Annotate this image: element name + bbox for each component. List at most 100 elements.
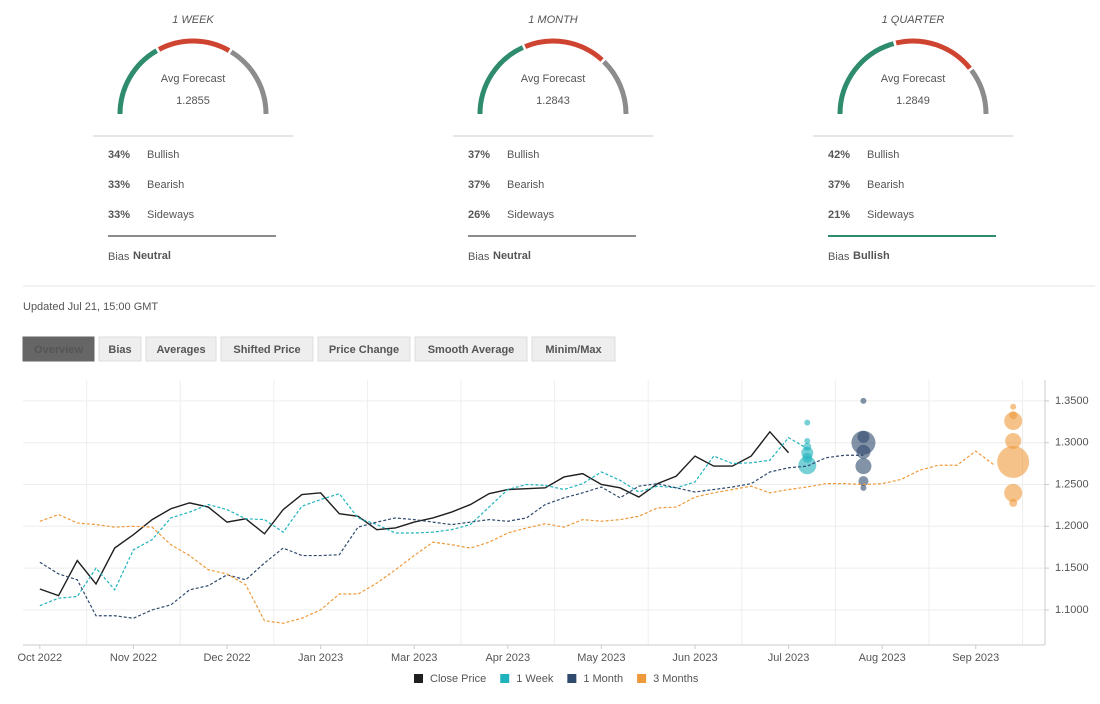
x-tick-label: Nov 2022: [110, 652, 157, 664]
bias-caption: Bias: [468, 251, 490, 263]
row-label: Sideways: [507, 209, 555, 221]
x-tick-label: Oct 2022: [18, 652, 63, 664]
period: 1 QUARTER: [882, 14, 945, 26]
tab[interactable]: Averages: [145, 336, 217, 362]
gauge-segment: [229, 49, 269, 115]
pct: 21%: [828, 209, 850, 221]
period: 1 WEEK: [172, 14, 214, 26]
caption: Avg Forecast: [161, 73, 226, 85]
legend-swatch: [567, 674, 577, 683]
avg-value: 1.2843: [536, 95, 570, 107]
row-label: Bearish: [867, 179, 904, 191]
bias: Neutral: [493, 250, 531, 262]
row-label: Bullish: [867, 149, 899, 161]
caption: Avg Forecast: [881, 73, 946, 85]
x-tick-label: Aug 2023: [859, 652, 906, 664]
gauge-segment: [602, 59, 629, 115]
legend-label: 1 Week: [516, 673, 554, 685]
gauge-segment: [969, 68, 989, 115]
gauge-segment: [157, 38, 231, 53]
pct: 34%: [108, 149, 130, 161]
x-tick-label: Jul 2023: [768, 652, 810, 664]
y-tick-label: 1.1000: [1055, 604, 1089, 616]
tab-bg[interactable]: [145, 336, 217, 362]
gauge-segment: [837, 41, 895, 115]
avg-value: 1.2849: [896, 95, 930, 107]
tab-label[interactable]: Smooth Average: [428, 344, 515, 356]
x-tick-label: Apr 2023: [485, 652, 530, 664]
tab-label[interactable]: Averages: [156, 344, 205, 356]
bias-caption: Bias: [828, 251, 850, 263]
series-line: [39, 436, 808, 607]
tab[interactable]: Bias: [98, 336, 142, 362]
tab-label[interactable]: Price Change: [329, 344, 399, 356]
gauge-segment: [524, 38, 604, 62]
forecast-bubble: [1009, 498, 1018, 507]
gauge-segment: [117, 48, 159, 115]
y-tick-label: 1.2000: [1055, 520, 1089, 532]
forecast-bubble: [860, 484, 867, 491]
y-tick-label: 1.1500: [1055, 562, 1089, 574]
tab-label[interactable]: Shifted Price: [233, 344, 300, 356]
tab-bg[interactable]: [220, 336, 314, 362]
forecast-bubble: [798, 456, 817, 475]
tab[interactable]: Price Change: [317, 336, 411, 362]
pct: 42%: [828, 149, 850, 161]
legend-swatch: [637, 674, 647, 683]
tab-bg[interactable]: [414, 336, 528, 362]
x-tick-label: Mar 2023: [391, 652, 437, 664]
forecast-bubble: [858, 476, 869, 487]
row-label: Bullish: [507, 149, 539, 161]
forecast-bubble: [1004, 483, 1023, 502]
x-tick-label: Jun 2023: [672, 652, 717, 664]
pct: 33%: [108, 179, 130, 191]
tab-label[interactable]: Bias: [108, 344, 131, 356]
legend-swatch: [414, 674, 423, 683]
x-tick-label: Jan 2023: [298, 652, 343, 664]
x-tick-label: Sep 2023: [952, 652, 999, 664]
forecast-bubble: [804, 419, 811, 426]
pct: 37%: [828, 179, 850, 191]
forecast-bubble: [860, 397, 867, 404]
avg-value: 1.2855: [176, 95, 210, 107]
series-line: [39, 454, 864, 619]
tab[interactable]: Overview: [22, 336, 95, 362]
pct: 33%: [108, 209, 130, 221]
row-label: Bearish: [507, 179, 544, 191]
pct: 26%: [468, 209, 490, 221]
y-tick-label: 1.2500: [1055, 478, 1089, 490]
bias-caption: Bias: [108, 251, 130, 263]
updated: Updated Jul 21, 15:00 GMT: [23, 301, 158, 313]
tab-bg[interactable]: [22, 336, 95, 362]
tab[interactable]: Smooth Average: [414, 336, 528, 362]
forecast-bubble: [997, 445, 1030, 478]
gauge-segment: [895, 38, 972, 70]
bias: Neutral: [133, 250, 171, 262]
tab[interactable]: Shifted Price: [220, 336, 314, 362]
row-label: Bearish: [147, 179, 184, 191]
tab-bg[interactable]: [531, 336, 616, 362]
tab-label[interactable]: Overview: [34, 344, 83, 356]
forecast-bubble: [1004, 411, 1023, 430]
forecast-bubble: [804, 438, 811, 445]
tab-bg[interactable]: [98, 336, 142, 362]
series-line: [39, 430, 790, 597]
y-tick-label: 1.3500: [1055, 395, 1089, 407]
legend-label: 1 Month: [583, 673, 623, 685]
tab-bg[interactable]: [317, 336, 411, 362]
legend-label: 3 Months: [653, 673, 699, 685]
row-label: Sideways: [867, 209, 915, 221]
gauge-segment: [477, 45, 524, 115]
tab[interactable]: Minim/Max: [531, 336, 616, 362]
bias: Bullish: [853, 250, 890, 262]
pct: 37%: [468, 149, 490, 161]
x-tick-label: May 2023: [577, 652, 625, 664]
legend-swatch: [500, 674, 510, 683]
pct: 37%: [468, 179, 490, 191]
forecast-bubble: [1005, 433, 1022, 450]
forecast-bubble: [855, 458, 872, 475]
forecast-bubble: [856, 444, 871, 459]
tab-label[interactable]: Minim/Max: [545, 344, 602, 356]
row-label: Sideways: [147, 209, 195, 221]
